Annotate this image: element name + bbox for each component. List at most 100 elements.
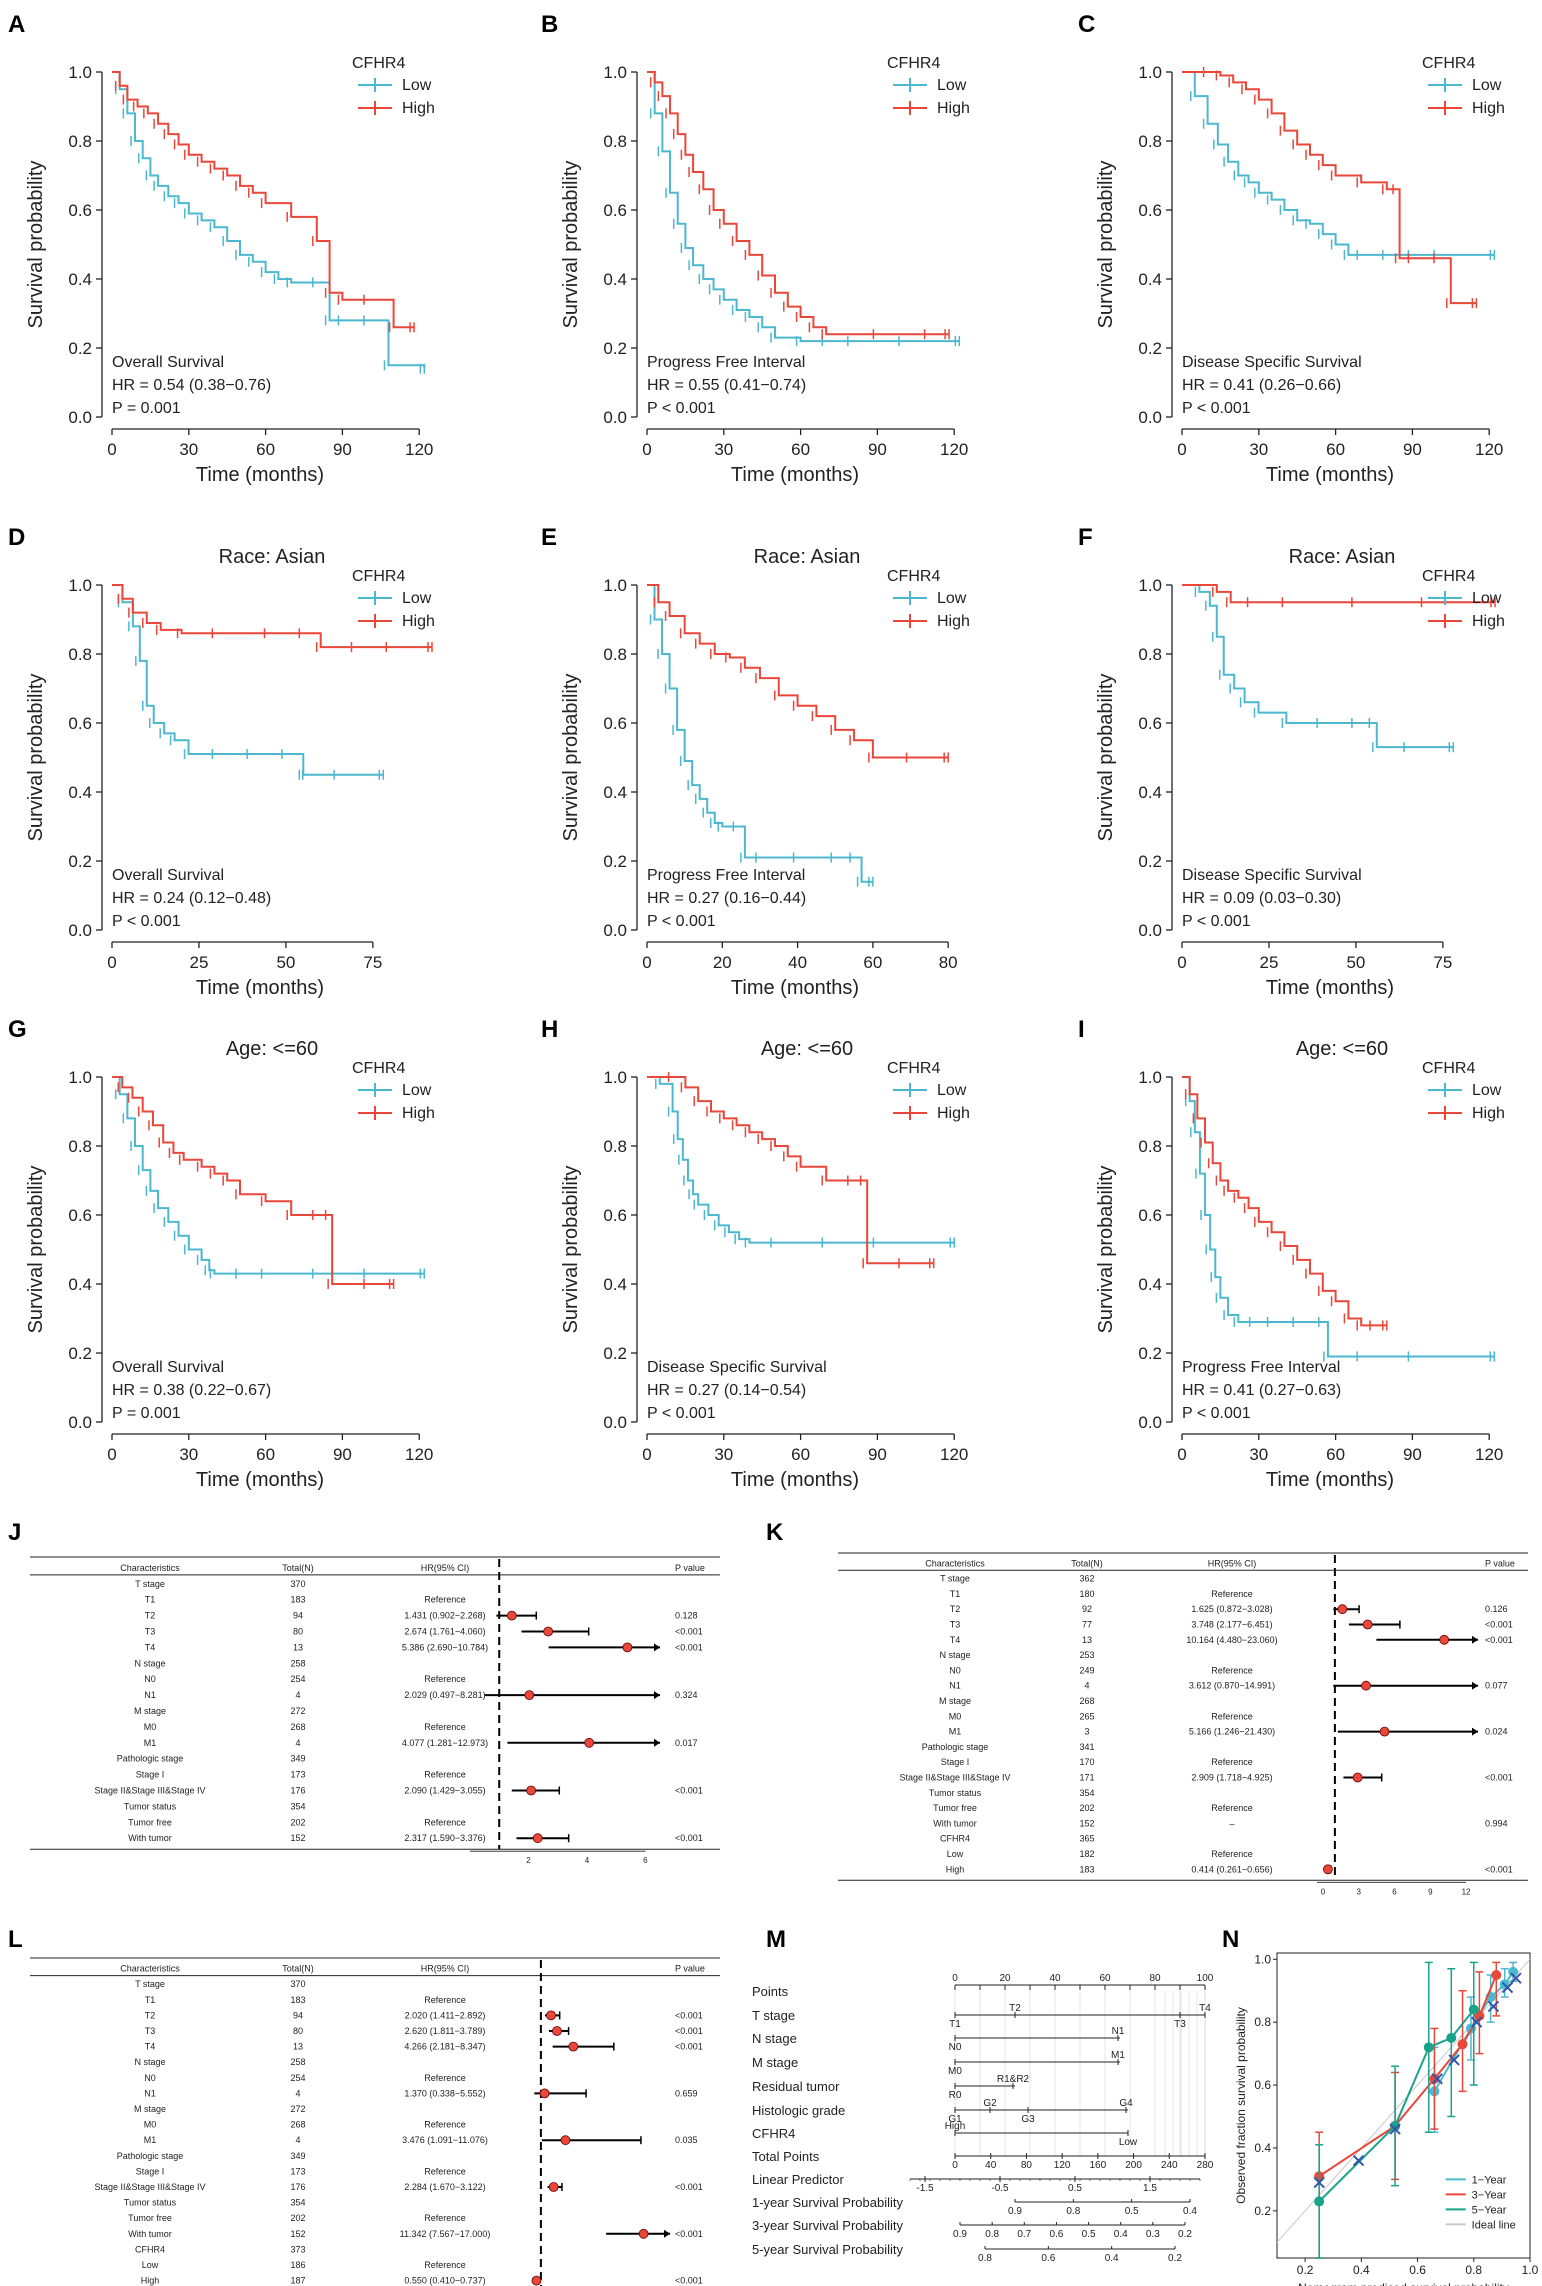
row-pvalue: <0.001 [675,2026,703,2036]
x-tick-label: 90 [333,440,352,459]
row-total: 268 [290,2120,305,2130]
row-hr: Reference [424,2260,466,2270]
y-tick-label: 0.4 [603,270,627,289]
row-characteristic: N stage [134,1658,165,1668]
ci-arrow [654,1691,660,1700]
row-total: 152 [1079,1818,1094,1828]
row-hr: 2.317 (1.590−3.376) [404,1833,485,1843]
y-tick-label: 0.8 [1138,132,1162,151]
row-total: 173 [290,2166,305,2176]
nomogram-row-label: Linear Predictor [752,2172,844,2187]
row-characteristic: Stage I [136,2166,165,2176]
y-tick-label: 0.6 [1138,714,1162,733]
x-axis-title: Time (months) [1266,464,1394,486]
legend-label: 5−Year [1472,2204,1507,2216]
cross-mark [1487,2000,1500,2013]
row-hr: 2.284 (1.670−3.122) [404,2182,485,2192]
row-hr: 4.266 (2.181−8.347) [404,2042,485,2052]
x-tick-label: 90 [868,1445,887,1464]
row-characteristic: T3 [145,2026,156,2036]
x-tick-label: 0 [107,953,116,972]
row-hr: 5.166 (1.246−21.430) [1189,1727,1275,1737]
legend-label: 3−Year [1472,2189,1507,2201]
p-value: P = 0.001 [112,400,181,417]
row-characteristic: Pathologic stage [117,1754,184,1764]
hazard-ratio: HR = 0.41 (0.26−0.66) [1182,377,1341,394]
row-hr: 10.164 (4.480−23.060) [1186,1635,1277,1645]
km-curve-high [647,71,950,336]
km-panel-F: F Race: Asian 0.0 0.2 0.4 0.6 0.8 1.0 0 25 50 75 Tim… [1078,524,1505,999]
row-total: 354 [290,2198,305,2208]
x-tick-label: 50 [1346,953,1365,972]
legend-title: CFHR4 [352,1060,405,1077]
row-hr: Reference [424,1770,466,1780]
legend-label-low: Low [1472,77,1502,94]
row-total: 202 [290,2213,305,2223]
y-tick-label: 0.2 [1138,339,1162,358]
y-axis-title: Survival probability [1095,161,1117,329]
total-tick-label: 40 [985,2160,997,2171]
row-pvalue: 0.077 [1485,1681,1508,1691]
row-pvalue: <0.001 [675,2042,703,2052]
legend-label-high: High [937,1105,970,1122]
row-characteristic: T3 [950,1620,961,1630]
lp-tick-label: -0.5 [991,2183,1009,2194]
hr-point [1362,1619,1373,1630]
row-hr: Reference [424,1595,466,1605]
row-characteristic: M0 [144,1722,157,1732]
row-hr: Reference [1211,1589,1253,1599]
row-hr: Reference [424,1674,466,1684]
year3-tick-label: 0.4 [1114,2229,1128,2240]
total-tick-label: 160 [1090,2160,1107,2171]
year1-tick-label: 0.5 [1125,2206,1139,2217]
row-total: 94 [293,2010,303,2020]
panel-title: Race: Asian [219,546,326,568]
hazard-ratio: HR = 0.27 (0.14−0.54) [647,1382,806,1399]
stat-name: Progress Free Interval [647,354,805,371]
legend-title: CFHR4 [887,1060,940,1077]
x-tick-label: 30 [1249,440,1268,459]
nomogram-row-label: Total Points [752,2149,820,2164]
legend-label-high: High [1472,613,1505,630]
legend-title: CFHR4 [1422,568,1475,585]
x-tick-label: 40 [788,953,807,972]
legend-title: CFHR4 [887,568,940,585]
forest-x-tick: 4 [585,1856,590,1865]
row-hr: 5.386 (2.690−10.784) [402,1642,488,1652]
y-tick-label: 0.6 [603,1206,627,1225]
grade-label: G3 [1021,2114,1035,2125]
nomogram-row-label: 1-year Survival Probability [752,2195,904,2210]
forest-x-tick: 9 [1428,1887,1433,1896]
year3-tick-label: 0.9 [953,2229,967,2240]
x-axis-title: Time (months) [1266,977,1394,999]
km-curve-high [112,71,415,329]
row-characteristic: M stage [134,1706,166,1716]
row-total: 152 [290,2229,305,2239]
row-characteristic: T stage [940,1574,970,1584]
row-pvalue: <0.001 [675,1833,703,1843]
ci-arrow [654,1643,660,1652]
stat-name: Progress Free Interval [1182,1359,1340,1376]
lp-tick-label: 0.5 [1068,2183,1082,2194]
row-total: 254 [290,2073,305,2083]
p-value: P < 0.001 [112,913,181,930]
row-total: 349 [290,1754,305,1764]
x-axis-title: Nomogram prediced survival probability [1298,2281,1509,2286]
row-total: 92 [1082,1604,1092,1614]
y-axis-title: Survival probability [25,1166,47,1334]
row-pvalue: <0.001 [1485,1620,1513,1630]
ci-arrow [1472,1727,1478,1736]
grade-label: G1 [948,2114,962,2125]
row-pvalue: 0.017 [675,1738,698,1748]
row-characteristic: Tumor status [124,1801,177,1811]
y-tick-label: 0.6 [68,201,92,220]
legend-label-low: Low [937,1082,967,1099]
row-total: 13 [293,1642,303,1652]
y-tick-label: 0.8 [1138,645,1162,664]
year3-tick-label: 0.2 [1178,2229,1192,2240]
nomogram-row-label: Histologic grade [752,2103,845,2118]
stat-name: Disease Specific Survival [1182,354,1362,371]
row-total: 183 [290,1595,305,1605]
x-tick-label: 0 [1177,1445,1186,1464]
